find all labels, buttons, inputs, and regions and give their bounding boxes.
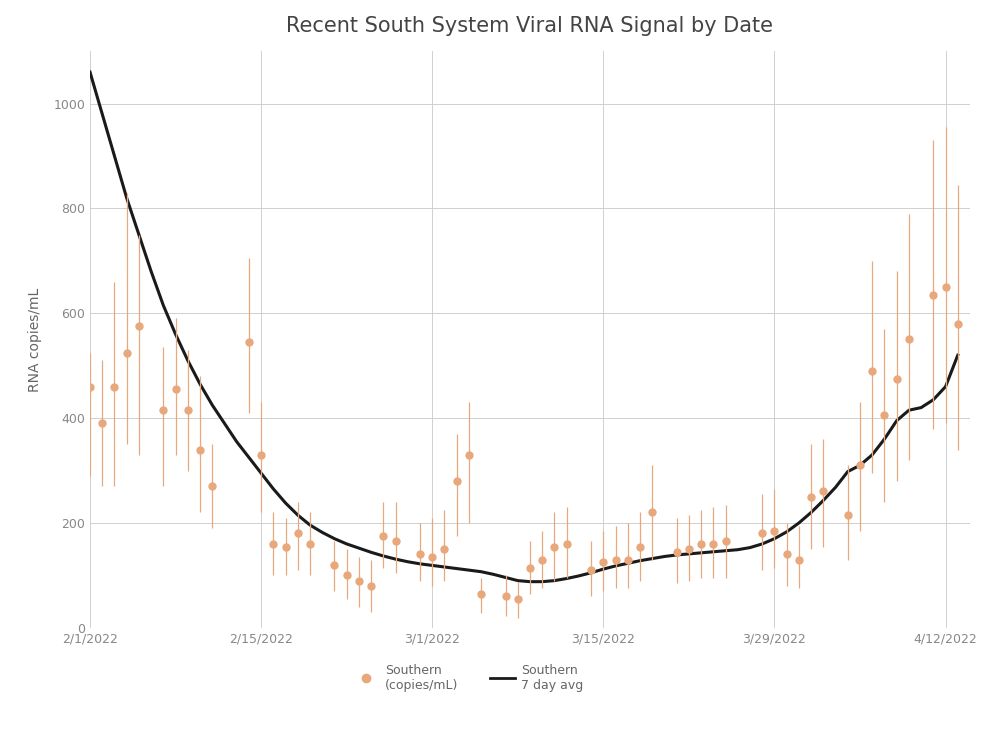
Title: Recent South System Viral RNA Signal by Date: Recent South System Viral RNA Signal by … (287, 15, 774, 36)
Y-axis label: RNA copies/mL: RNA copies/mL (28, 288, 42, 391)
Legend: Southern
(copies/mL), Southern
7 day avg: Southern (copies/mL), Southern 7 day avg (349, 658, 588, 696)
